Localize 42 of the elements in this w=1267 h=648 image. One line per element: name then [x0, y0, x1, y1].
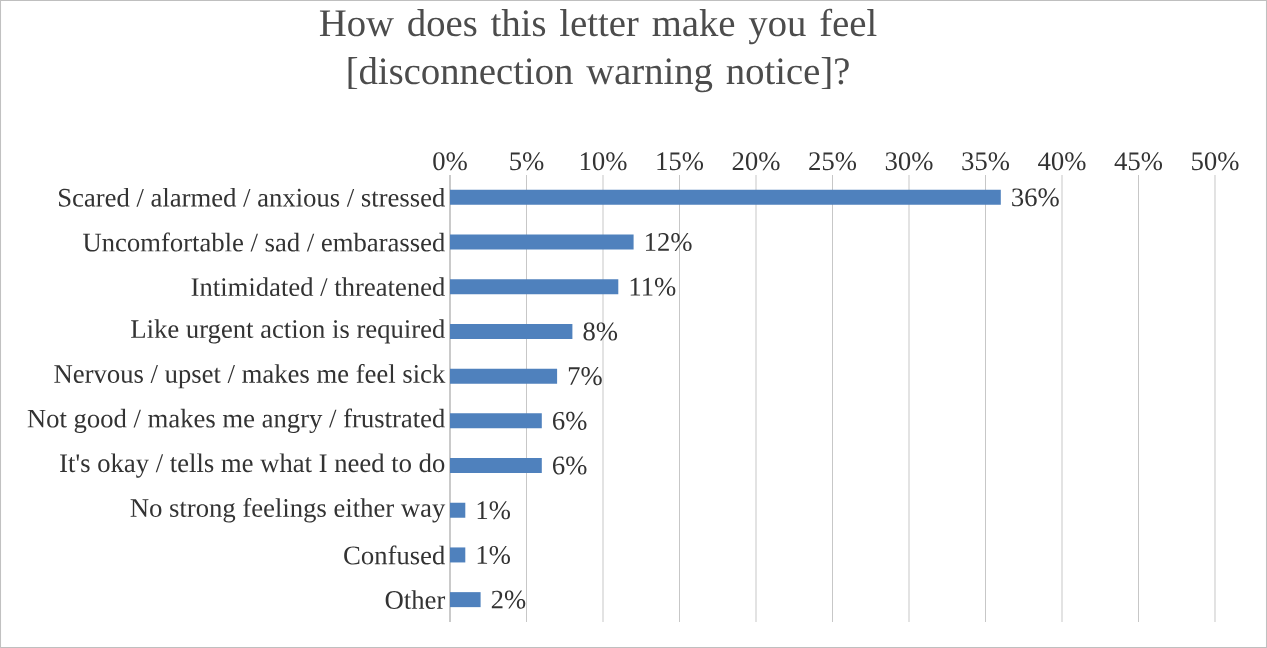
y-tick-label: Nervous / upset / makes me feel sick [54, 363, 446, 389]
data-label: 6% [553, 411, 587, 430]
data-label: 2% [491, 590, 526, 609]
y-tick-label: It's okay / tells me what I need to do [60, 453, 445, 478]
y-tick-label: Like urgent action is required [131, 319, 445, 344]
y-tick-label: No strong feelings either way [130, 497, 446, 523]
bar [450, 234, 634, 250]
bar [450, 368, 558, 384]
x-tick-label: 50% [1192, 152, 1239, 171]
bar [450, 458, 542, 474]
y-tick-label: Intimidated / threatened [191, 277, 445, 297]
x-tick-label: 20% [732, 152, 780, 171]
y-tick-label: Not good / makes me angry / frustrated [27, 408, 445, 434]
x-tick-label: 30% [885, 152, 933, 171]
data-label: 36% [1012, 188, 1059, 207]
bar [450, 279, 619, 295]
y-tick-label: Uncomfortable / sad / embarassed [83, 232, 445, 252]
data-label: 6% [553, 456, 587, 475]
y-tick-label: Scared / alarmed / anxious / stressed [59, 187, 445, 207]
x-tick-label: 10% [580, 152, 627, 171]
x-tick-label: 40% [1038, 152, 1086, 171]
data-label: 8% [583, 322, 618, 341]
data-label: 7% [568, 367, 602, 386]
bar [450, 547, 466, 563]
bar [450, 323, 573, 339]
x-tick-label: 15% [657, 152, 704, 171]
y-tick-label: Other [385, 590, 446, 610]
bar [450, 592, 481, 608]
data-label: 12% [645, 233, 692, 252]
data-label: 11% [630, 277, 676, 296]
chart-title: How does this letter make you feel [disconnection warning notice]? [319, 8, 877, 93]
bar [450, 413, 542, 429]
x-tick-label: 5% [510, 152, 544, 171]
bar [450, 502, 466, 518]
x-tick-label: 0% [433, 152, 467, 171]
x-tick-label: 45% [1114, 152, 1163, 171]
y-tick-label: Confused [344, 545, 445, 565]
data-label: 1% [477, 545, 510, 564]
data-label: 1% [477, 501, 510, 520]
x-tick-label: 25% [809, 152, 857, 171]
x-tick-label: 35% [962, 152, 1010, 171]
bar [450, 189, 1001, 205]
